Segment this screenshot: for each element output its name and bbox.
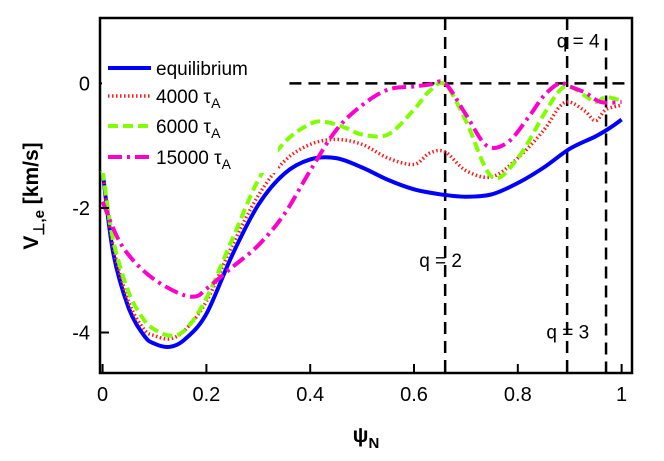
y-tick-label: -4 [72,323,90,345]
legend-label-15000: 15000 τA [156,148,232,172]
y-tick-label: 0 [79,73,90,95]
x-tick-label: 0.8 [504,384,532,406]
legend-bg [102,51,278,173]
plot-frame [98,16,634,375]
y-axis-title: V⊥,e [km/s] [20,142,48,249]
series-line-2 [100,100,623,341]
series-line-3 [100,80,623,338]
x-axis-title: ψN [353,424,380,452]
rational-surface-label-2: q = 3 [546,323,589,344]
series-lines [100,79,623,350]
x-tick-label: 1 [616,384,627,406]
legend: equilibrium 4000 τA 6000 τA 15000 τA [102,51,278,173]
x-tick-label: 0.6 [400,384,428,406]
rational-surface-label-1: q = 2 [419,251,462,272]
annotations: q = 2 q = 3 q = 4 [419,31,600,343]
x-axis-title-sub: N [368,435,379,452]
y-axis-title-sub: ⊥,e [31,210,48,236]
series-line-1 [100,117,623,350]
x-tick-label: 0.2 [192,384,220,406]
x-tick-label: 0.4 [296,384,324,406]
legend-label-4000: 4000 τA [156,87,221,111]
y-axis-title-unit: [km/s] [20,142,43,210]
rational-surface-label-3: q = 4 [557,31,600,52]
legend-label-equilibrium: equilibrium [156,59,248,80]
x-tick-label: 0 [97,384,108,406]
legend-label-6000: 6000 τA [156,117,221,141]
series-line-4 [100,79,622,299]
axis-ticks: 0 0.2 0.4 0.6 0.8 1 -4 -2 0 [72,73,627,406]
y-tick-label: -2 [72,198,90,220]
